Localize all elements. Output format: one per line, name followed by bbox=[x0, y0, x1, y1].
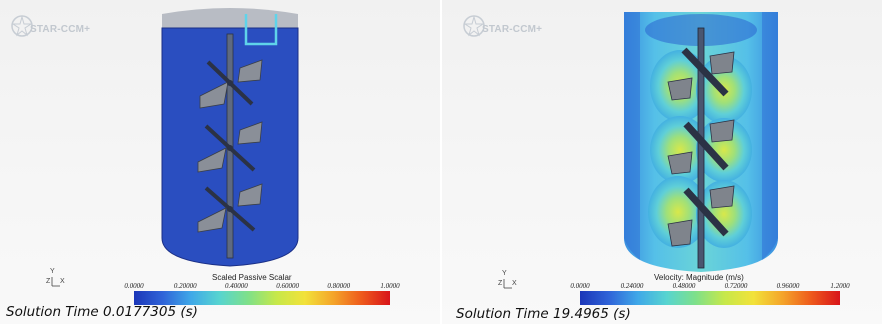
colorbar-tick-label: 0.80000 bbox=[327, 282, 351, 290]
colorbar bbox=[134, 291, 390, 305]
colorbar-tick-label: 0.72000 bbox=[724, 282, 748, 290]
left-visualization-panel: STAR-CCM+ bbox=[0, 0, 440, 324]
impeller-upper bbox=[199, 59, 263, 109]
impeller-middle bbox=[667, 119, 735, 175]
colorbar-tick-label: 0.40000 bbox=[225, 282, 248, 290]
impeller-upper bbox=[667, 47, 735, 101]
axis-arrows-icon bbox=[51, 277, 60, 287]
colorbar-tick-label: 0.0000 bbox=[570, 282, 590, 290]
impeller-lower bbox=[197, 183, 263, 233]
axis-z-label: Z bbox=[46, 278, 51, 285]
axis-x-label: X bbox=[60, 278, 65, 285]
axis-x-label: X bbox=[512, 280, 517, 287]
impeller-middle bbox=[197, 121, 263, 173]
logo-text: STAR-CCM+ bbox=[482, 24, 543, 35]
logo-star-icon bbox=[11, 15, 33, 37]
logo-star-icon bbox=[463, 15, 485, 37]
dip-tube bbox=[244, 14, 278, 46]
colorbar-tick-label: 0.96000 bbox=[776, 282, 800, 290]
high-velocity-zone bbox=[696, 180, 752, 248]
colorbar bbox=[580, 291, 840, 305]
panel-divider bbox=[440, 0, 442, 324]
axis-y-label: Y bbox=[502, 270, 507, 277]
colorbar-tick-label: 0.60000 bbox=[276, 282, 299, 290]
wall-low-velocity bbox=[762, 12, 778, 260]
impeller-lower bbox=[667, 185, 735, 247]
mixing-tank-scalar-view bbox=[161, 8, 299, 267]
logo-text: STAR-CCM+ bbox=[30, 24, 91, 35]
colorbar-tick-label: 0.0000 bbox=[124, 282, 144, 290]
right-visualization-panel: STAR-CCM+ bbox=[442, 0, 882, 324]
axis-z-label: Z bbox=[498, 280, 503, 287]
axis-arrows-icon bbox=[503, 279, 512, 289]
tank-lid bbox=[162, 8, 298, 30]
axis-y-label: Y bbox=[50, 268, 55, 275]
colorbar-tick-label: 0.48000 bbox=[672, 282, 696, 290]
colorbar-tick-label: 0.24000 bbox=[620, 282, 644, 290]
solution-time-label: Solution Time 0.0177305 (s) bbox=[6, 304, 198, 320]
wall-low-velocity bbox=[624, 12, 640, 260]
colorbar-tick-label: 1.2000 bbox=[830, 282, 850, 290]
high-velocity-zone bbox=[696, 118, 752, 182]
mixing-tank-velocity-view bbox=[624, 12, 778, 272]
colorbar-title: Velocity: Magnitude (m/s) bbox=[654, 273, 744, 282]
colorbar-tick-label: 1.0000 bbox=[380, 282, 400, 290]
colorbar-tick-label: 0.20000 bbox=[173, 282, 197, 290]
solution-time-label: Solution Time 19.4965 (s) bbox=[456, 306, 631, 322]
colorbar-title: Scaled Passive Scalar bbox=[212, 273, 292, 282]
